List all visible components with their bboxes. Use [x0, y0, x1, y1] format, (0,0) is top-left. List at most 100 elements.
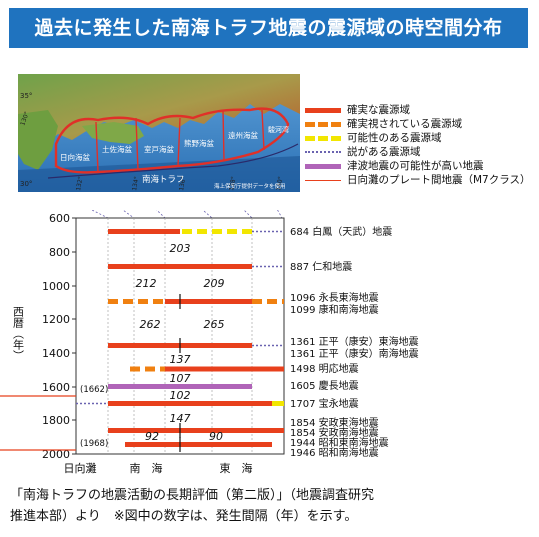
interval-102: 102: [170, 389, 191, 402]
source-region-map: 35° 30° 130° 132° 134° 136° 138° 140° 日向…: [18, 74, 300, 192]
map-segment-muroto: 室戸海盆: [144, 144, 174, 154]
connector-4: [202, 210, 213, 219]
x-label-nankai: 南 海: [130, 461, 163, 475]
page-title: 過去に発生した南海トラフ地震の震源域の時空間分布: [9, 8, 528, 48]
map-segment-hyuga: 日向海盆: [60, 152, 90, 162]
interval-147: 147: [170, 412, 191, 425]
y-tick-2000: 2000: [42, 448, 70, 461]
legend-swatch-dashed-orange: [305, 122, 341, 127]
map-lon-label-134: 134°: [131, 176, 140, 191]
map-lon-label-130: 130°: [19, 111, 31, 127]
hyuga-1968-label: (1968): [80, 439, 108, 449]
y-axis-tick-marks: [72, 217, 76, 455]
plot-frame: [75, 217, 285, 455]
map-lon-label-136: 136°: [178, 176, 187, 191]
legend-swatch-dotted: [305, 151, 341, 153]
interval-90: 90: [209, 430, 223, 443]
legend-swatch-thin: [305, 180, 341, 181]
interval-labels: 203 212 209 262 265 137 107 102 147 92 9…: [136, 242, 225, 443]
y-tick-1000: 1000: [42, 280, 70, 293]
segment-divider-4: [222, 109, 225, 161]
legend-swatch-solid: [305, 108, 341, 113]
bar-1096-certain: [165, 299, 252, 304]
bar-1854-certain: [108, 428, 284, 433]
event-1944: 1944 昭和東南海地震: [290, 436, 389, 449]
map-lon-label-140: 140°: [275, 176, 284, 191]
bar-1946-certain: [125, 442, 180, 447]
map-segment-tosa: 土佐海盆: [102, 144, 132, 154]
bar-1605-tsunami: [108, 384, 252, 389]
legend-label: 説がある震源域: [347, 146, 421, 158]
event-1361-nankai: 1361 正平（康安）南海地震: [290, 347, 419, 360]
map-lon-label-138: 138°: [228, 176, 237, 191]
map-lat-label-35: 35°: [20, 92, 32, 100]
map-trough-label: 南海トラフ: [142, 174, 185, 185]
interval-262: 262: [140, 318, 161, 331]
bar-1707-certain: [108, 401, 272, 406]
legend-label: 可能性のある震源域: [347, 132, 442, 144]
map-connectors: [91, 210, 283, 219]
caption: 「南海トラフの地震活動の長期評価（第二版）」（地震調査研究 推進本部）より ※図…: [10, 485, 530, 527]
legend-label: 津波地震の可能性が高い地震: [347, 160, 484, 172]
map-shikoku: [82, 122, 144, 144]
connector-2: [122, 210, 135, 219]
legend-label: 確実視されている震源域: [347, 118, 463, 130]
interval-209: 209: [204, 277, 225, 290]
interval-107: 107: [170, 372, 191, 385]
hyuga-1662-label: (1662): [80, 385, 108, 395]
x-label-hyuga: 日向灘: [64, 461, 97, 475]
y-tick-1800: 1800: [42, 414, 70, 427]
y-axis-ticks: 600 800 1000 1200 1400 1600 1800 2000: [42, 212, 70, 461]
event-1361-tokai: 1361 正平（康安）東海地震: [290, 335, 419, 348]
event-1498: 1498 明応地震: [290, 362, 359, 375]
map-segment-enshu: 遠州海盆: [228, 130, 258, 140]
bar-1944-certain: [180, 442, 272, 447]
caption-line-1: 「南海トラフの地震活動の長期評価（第二版）」（地震調査研究: [10, 488, 375, 503]
bar-1498-certain: [165, 366, 284, 372]
connector-1: [91, 210, 109, 219]
map-lon-label-132: 132°: [75, 176, 84, 191]
map-lat-label-30: 30°: [20, 180, 32, 188]
segment-divider-2: [135, 117, 139, 171]
trough-line: [47, 143, 299, 179]
connector-6: [277, 210, 283, 219]
y-tick-800: 800: [49, 246, 70, 259]
interval-92: 92: [145, 430, 159, 443]
map-credit: 海上保安庁提供データを使用: [214, 182, 286, 190]
x-label-tokai: 東 海: [220, 461, 253, 475]
source-region-outline: [54, 107, 290, 174]
segment-gridlines: [107, 218, 253, 454]
legend-swatch-purple: [305, 164, 341, 169]
connector-5: [243, 210, 253, 219]
event-1096: 1096 永長東海地震: [290, 291, 379, 304]
event-1707: 1707 宝永地震: [290, 397, 359, 410]
event-labels: 684 白鳳（天武）地震 887 仁和地震 1096 永長東海地震 1099 康…: [290, 225, 419, 459]
event-1854-nankai: 1854 安政南海地震: [290, 426, 379, 439]
event-887: 887 仁和地震: [290, 260, 352, 273]
map-segment-kumano: 熊野海盆: [184, 138, 214, 148]
bar-887-certain: [108, 264, 252, 269]
event-684: 684 白鳳（天武）地震: [290, 225, 392, 238]
caption-line-2: 推進本部）より ※図中の数字は、発生間隔（年）を示す。: [10, 509, 358, 524]
timeline-chart: 600 800 1000 1200 1400 1600 1800 2000 西暦…: [0, 210, 419, 475]
interval-203: 203: [170, 242, 191, 255]
event-1605: 1605 慶長地震: [290, 379, 359, 392]
y-tick-1200: 1200: [42, 313, 70, 326]
interval-137: 137: [170, 353, 191, 366]
segment-divider-3: [177, 117, 181, 167]
interval-265: 265: [204, 318, 225, 331]
y-tick-600: 600: [49, 212, 70, 225]
y-axis-label: 西暦（年）: [12, 306, 25, 361]
y-tick-1400: 1400: [42, 347, 70, 360]
segment-divider-1: [95, 121, 99, 173]
legend-swatch-dashed-yellow: [305, 136, 341, 141]
connector-3: [156, 210, 166, 219]
map-kyushu: [18, 110, 58, 170]
bar-684-certain: [108, 229, 180, 234]
interval-212: 212: [136, 277, 157, 290]
legend-label: 確実な震源域: [347, 104, 410, 116]
event-1946: 1946 昭和南海地震: [290, 446, 379, 459]
event-1099: 1099 康和南海地震: [290, 303, 379, 316]
event-1854-tokai: 1854 安政東海地震: [290, 416, 379, 429]
segment-divider-5: [261, 109, 265, 151]
